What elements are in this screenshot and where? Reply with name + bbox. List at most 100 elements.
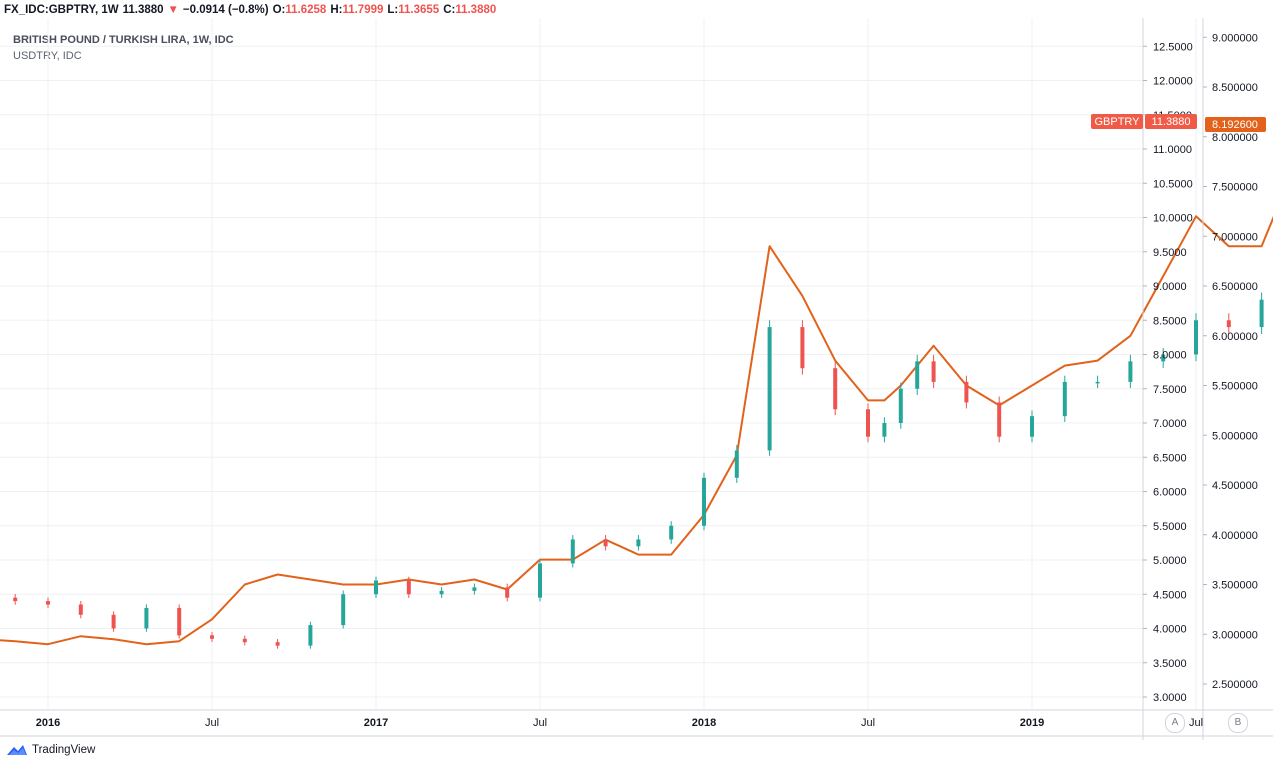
usdtry-line (0, 215, 1273, 646)
candle-body (275, 642, 280, 646)
price-chart[interactable]: 3.0000 3.5000 4.0000 4.5000 5.0000 5.5000 6.00… (0, 0, 1273, 740)
price-tick-label-a: 3.0000 (1153, 692, 1187, 704)
tradingview-logo-icon[interactable] (6, 744, 28, 756)
tradingview-brand[interactable]: TradingView (32, 744, 96, 756)
price-tick-label-a: 7.0000 (1153, 418, 1187, 430)
candle-body (800, 327, 805, 369)
candle-body (570, 539, 575, 564)
candle-body (734, 450, 739, 478)
price-tick-label-b: 3.500000 (1212, 580, 1258, 592)
candle-body (636, 539, 641, 547)
chart-legend: BRITISH POUND / TURKISH LIRA, 1W, IDC US… (13, 32, 234, 64)
candle-body (13, 597, 18, 602)
candle-body (997, 402, 1002, 437)
candle-body (341, 594, 346, 626)
candle-body (898, 388, 903, 423)
candle-body (439, 590, 444, 595)
low-label: L: (387, 4, 399, 16)
price-tick-label-b: 6.500000 (1212, 281, 1258, 293)
price-tick-label-a: 4.0000 (1153, 624, 1187, 636)
candle-body (46, 601, 50, 605)
candle-body (1226, 320, 1231, 328)
candle-body (882, 423, 887, 437)
price-tick-label-b: 9.000000 (1212, 32, 1258, 44)
price-tick-label-a: 7.5000 (1153, 384, 1187, 396)
price-tick-label-a: 10.0000 (1153, 213, 1193, 225)
time-tick-label: 2017 (364, 717, 388, 729)
candle-body (603, 539, 608, 547)
candle-body (964, 381, 969, 403)
candle-body (308, 625, 313, 646)
symbol-name[interactable]: FX_IDC:GBPTRY, 1W (4, 4, 119, 16)
candle-body (210, 635, 214, 639)
candle-body (472, 587, 477, 591)
axis-b-button[interactable]: B (1228, 713, 1248, 733)
price-tick-label-b: 5.000000 (1212, 430, 1258, 442)
price-tick-label-b: 8.000000 (1212, 132, 1258, 144)
price-tick-label-a: 9.0000 (1153, 281, 1187, 293)
price-tick-label-a: 4.5000 (1153, 589, 1187, 601)
candle-body (1128, 361, 1133, 382)
time-tick-label: Jul (1189, 717, 1203, 729)
compare-series-legend[interactable]: USDTRY, IDC (13, 50, 82, 62)
price-tick-label-a: 6.0000 (1153, 487, 1187, 499)
price-tick-label-b: 7.000000 (1212, 231, 1258, 243)
price-tick-label-a: 8.0000 (1153, 350, 1187, 362)
price-tick-label-b: 4.000000 (1212, 530, 1258, 542)
price-change: −0.0914 (−0.8%) (182, 4, 269, 16)
time-tick-label: Jul (861, 717, 875, 729)
footer: TradingView (6, 744, 95, 756)
time-tick-label: Jul (533, 717, 547, 729)
candle-body (1095, 381, 1100, 384)
gbptry-name-tag (1091, 114, 1143, 129)
time-axis[interactable]: 2016Jul2017Jul2018Jul2019Jul2020Jul2021J… (36, 717, 1273, 729)
open-value: 11.6258 (285, 4, 327, 16)
price-tick-label-b: 2.500000 (1212, 679, 1258, 691)
candle-body (374, 580, 378, 595)
time-tick-label: Jul (205, 717, 219, 729)
price-tick-label-a: 5.0000 (1153, 555, 1187, 567)
price-tick-label-a: 3.5000 (1153, 658, 1187, 670)
price-axis-a[interactable]: 3.0000 3.5000 4.0000 4.5000 5.0000 5.5000 6.00… (1143, 41, 1193, 704)
price-tick-label-b: 3.000000 (1212, 629, 1258, 641)
candle-body (406, 580, 411, 595)
axis-a-button[interactable]: A (1165, 713, 1185, 733)
grid-lines (0, 18, 1197, 710)
candle-body (177, 607, 182, 636)
price-tick-label-a: 9.5000 (1153, 247, 1187, 259)
time-tick-label: 2019 (1020, 717, 1044, 729)
price-tick-label-a: 12.5000 (1153, 41, 1193, 53)
close-value: 11.3880 (455, 4, 497, 16)
candle-body (866, 409, 870, 437)
candle-body (767, 327, 772, 451)
price-tick-label-b: 4.500000 (1212, 480, 1258, 492)
low-value: 11.3655 (398, 4, 440, 16)
price-tags: GBPTRY 11.3880 8.192600 (1091, 114, 1266, 132)
price-tick-label-b: 7.500000 (1212, 182, 1258, 194)
price-tick-label-a: 5.5000 (1153, 521, 1187, 533)
time-tick-label: 2018 (692, 717, 716, 729)
symbol-header: FX_IDC:GBPTRY, 1W 11.3880 ▼ −0.0914 (−0.… (4, 2, 496, 18)
price-tick-label-b: 5.500000 (1212, 381, 1258, 393)
candle-body (505, 587, 510, 598)
candle-body (1161, 354, 1166, 362)
candle-body (111, 614, 116, 629)
candle-body (669, 525, 674, 540)
main-series-legend[interactable]: BRITISH POUND / TURKISH LIRA, 1W, IDC (13, 34, 234, 46)
candle-body (144, 607, 149, 629)
price-tick-label-a: 6.5000 (1153, 452, 1187, 464)
candle-body (242, 638, 247, 643)
candle-body (702, 477, 706, 526)
candle-body (1062, 381, 1067, 417)
price-tick-label-b: 8.500000 (1212, 82, 1258, 94)
open-label: O: (272, 4, 286, 16)
usdtry-series (0, 215, 1273, 646)
candle-body (1259, 299, 1264, 328)
price-axis-b[interactable]: 2.500000 3.000000 3.500000 4.000000 4.500000… (1203, 32, 1258, 691)
candle-body (78, 604, 83, 615)
price-tick-label-a: 8.5000 (1153, 315, 1187, 327)
close-label: C: (443, 4, 456, 16)
price-tick-label-b: 6.000000 (1212, 331, 1258, 343)
gbptry-name-tag-text: GBPTRY (1094, 116, 1140, 128)
last-price: 11.3880 (122, 4, 164, 16)
